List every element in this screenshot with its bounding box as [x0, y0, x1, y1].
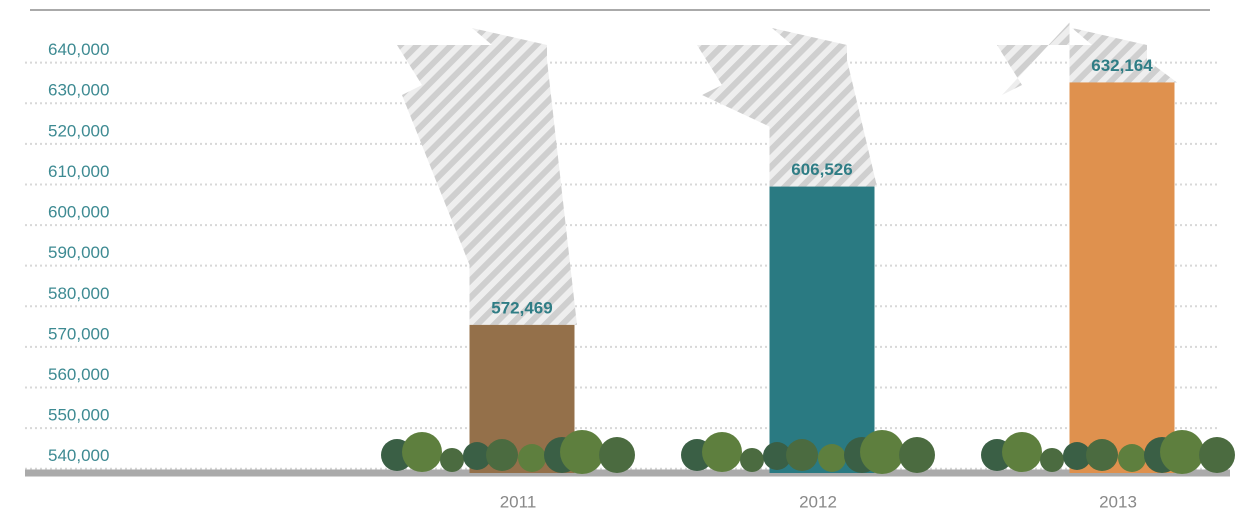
bar	[769, 186, 875, 473]
y-tick-label: 570,000	[48, 324, 109, 343]
bush	[1040, 448, 1064, 472]
y-tick-label: 520,000	[48, 121, 109, 140]
y-tick-label: 630,000	[48, 81, 109, 100]
bush	[463, 442, 491, 470]
x-tick-label: 2012	[799, 492, 837, 511]
bush	[763, 442, 791, 470]
y-tick-label: 560,000	[48, 365, 109, 384]
bush	[486, 439, 518, 471]
y-tick-label: 640,000	[48, 40, 109, 59]
bush	[1086, 439, 1118, 471]
y-tick-label: 540,000	[48, 446, 109, 465]
bush	[1063, 442, 1091, 470]
bush	[1118, 444, 1146, 472]
x-tick-label: 2011	[500, 492, 537, 511]
value-label: 632,164	[1091, 56, 1153, 75]
value-label: 572,469	[491, 298, 552, 317]
y-tick-label: 580,000	[48, 284, 109, 303]
y-tick-label: 550,000	[48, 406, 109, 425]
bush	[560, 430, 604, 474]
bush	[740, 448, 764, 472]
bush	[818, 444, 846, 472]
trunk-background	[397, 28, 577, 325]
bush	[702, 432, 742, 472]
bush	[786, 439, 818, 471]
bush	[402, 432, 442, 472]
trunk-background	[697, 28, 877, 187]
bush	[599, 437, 635, 473]
bush	[1160, 430, 1204, 474]
bush	[899, 437, 935, 473]
x-tick-label: 2013	[1099, 492, 1137, 511]
y-tick-label: 610,000	[48, 162, 109, 181]
bar	[1069, 82, 1175, 473]
bush	[860, 430, 904, 474]
bush	[1002, 432, 1042, 472]
trunk-background	[997, 22, 1177, 95]
bush	[440, 448, 464, 472]
bush	[1199, 437, 1235, 473]
bush	[518, 444, 546, 472]
value-label: 606,526	[791, 160, 852, 179]
y-tick-label: 590,000	[48, 243, 109, 262]
y-tick-label: 600,000	[48, 203, 109, 222]
